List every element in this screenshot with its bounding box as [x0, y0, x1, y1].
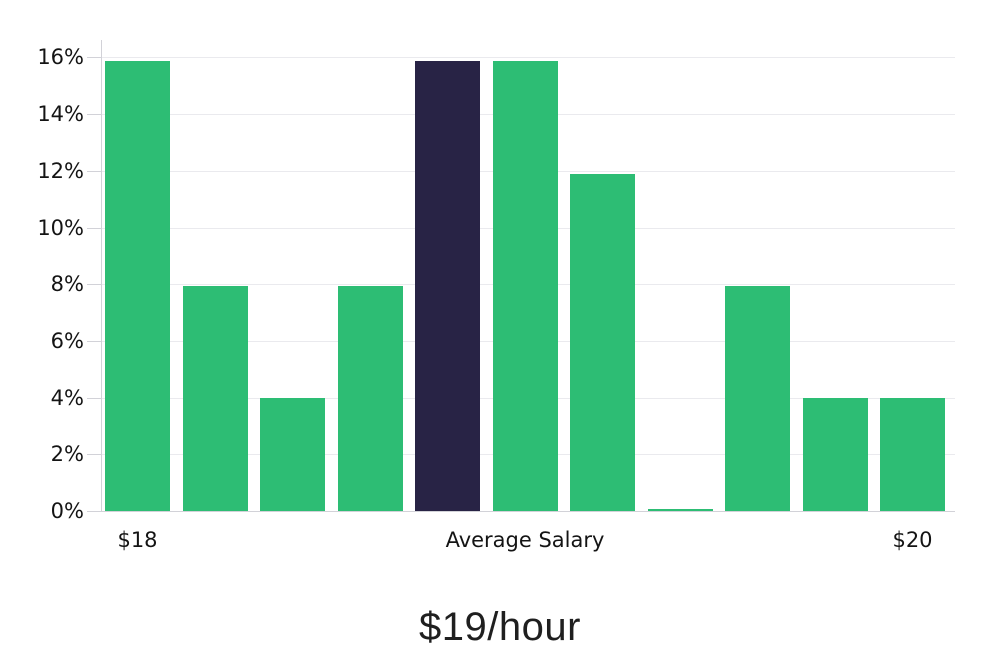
histogram-bar	[570, 173, 635, 511]
y-tick-mark	[87, 114, 101, 116]
y-tick-mark	[87, 454, 101, 456]
y-tick-mark	[87, 340, 101, 342]
histogram-bar	[802, 398, 868, 511]
y-axis-tick-label: 2%	[50, 442, 84, 467]
y-tick-mark	[87, 57, 101, 59]
histogram-bar	[725, 285, 790, 511]
y-gridline	[101, 57, 955, 59]
x-axis-tick-label: $20	[892, 528, 933, 552]
chart-title: $19/hour	[419, 605, 581, 649]
histogram-bar	[260, 398, 325, 511]
y-axis-tick-label: 16%	[37, 45, 84, 70]
y-tick-mark	[87, 227, 101, 229]
y-tick-mark	[87, 511, 101, 512]
histogram-bar	[647, 509, 713, 511]
x-axis-tick-label: $18	[117, 528, 158, 552]
y-axis-tick-label: 6%	[50, 328, 84, 353]
y-axis-tick-label: 8%	[50, 272, 84, 297]
y-axis-tick-label: 14%	[37, 102, 84, 127]
highlighted-average-bar	[415, 61, 480, 511]
x-axis-line	[95, 511, 955, 512]
y-tick-mark	[87, 170, 101, 172]
y-axis-tick-label: 10%	[37, 215, 84, 240]
histogram-bar	[880, 398, 945, 511]
y-axis-tick-label: 12%	[37, 158, 84, 183]
histogram-bar	[182, 285, 248, 511]
histogram-bar	[105, 61, 170, 511]
y-axis-tick-label: 0%	[50, 499, 84, 523]
y-axis-line	[101, 40, 102, 512]
y-axis-tick-label: 4%	[50, 385, 84, 410]
histogram-bar	[337, 285, 403, 511]
x-axis-tick-label: Average Salary	[445, 528, 605, 552]
y-tick-mark	[87, 284, 101, 286]
y-tick-mark	[87, 397, 101, 399]
histogram-bar	[492, 61, 558, 511]
